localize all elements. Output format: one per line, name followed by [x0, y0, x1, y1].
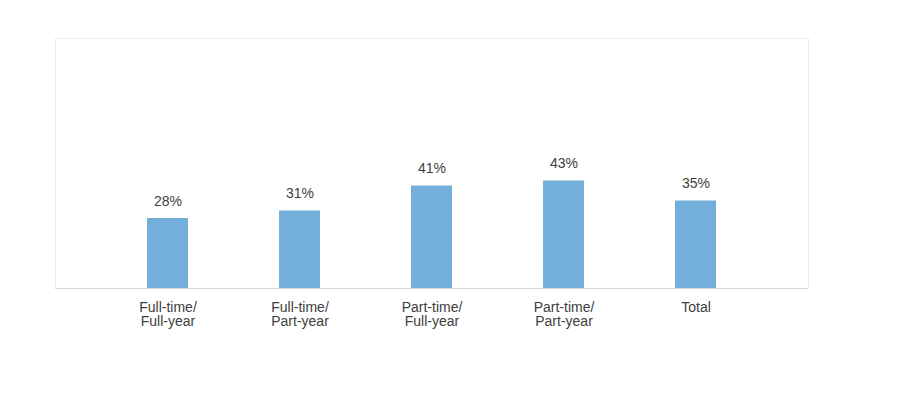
- svg-text:Full-time/Full-year: Full-time/Full-year: [139, 299, 197, 329]
- svg-text:Part-time/Full-year: Part-time/Full-year: [402, 299, 463, 329]
- svg-text:43%: 43%: [550, 155, 578, 171]
- svg-text:28%: 28%: [154, 193, 182, 209]
- svg-text:Part-time/Part-year: Part-time/Part-year: [534, 299, 595, 329]
- svg-text:41%: 41%: [418, 160, 446, 176]
- svg-text:Full-time/Part-year: Full-time/Part-year: [271, 299, 329, 329]
- svg-text:Total: Total: [681, 299, 711, 315]
- svg-text:31%: 31%: [286, 185, 314, 201]
- svg-text:35%: 35%: [682, 175, 710, 191]
